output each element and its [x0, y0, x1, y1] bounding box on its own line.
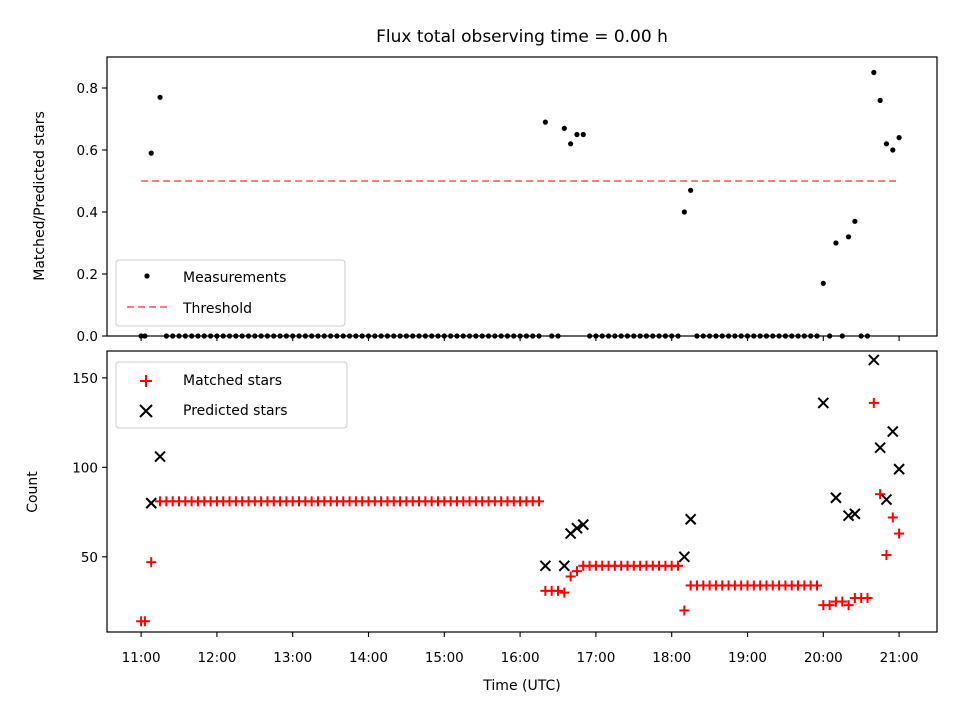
- measurement-point: [896, 135, 902, 141]
- matched-star-point: [881, 550, 892, 561]
- x-axis-label: Time (UTC): [482, 678, 560, 694]
- bottom-x-axis: 11:00 12:00 13:00 14:00 15:00 16:00 17:00 18:00…: [122, 632, 919, 666]
- matched-star-point: [843, 600, 854, 611]
- matched-star-point: [868, 397, 879, 408]
- top-y-tick-label: 0.6: [77, 143, 98, 159]
- top-panel: 0.00.20.40.60.8 Matched/Predicted stars …: [32, 56, 938, 345]
- x-tick-label-17-00: 17:00: [576, 650, 615, 666]
- x-tick-label-16-00: 16:00: [501, 650, 540, 666]
- measurement-point: [681, 209, 687, 215]
- matched-star-point: [673, 560, 684, 571]
- matched-star-point: [837, 596, 848, 607]
- predicted-star-point: [842, 509, 855, 522]
- legend-label-measurements: Measurements: [183, 270, 286, 286]
- matched-star-point: [894, 528, 905, 539]
- top-y-tick-label: 0.4: [77, 205, 98, 221]
- measurement-point: [890, 147, 896, 153]
- measurement-point: [561, 125, 567, 131]
- measurement-point: [833, 240, 839, 246]
- measurement-point: [820, 280, 826, 286]
- predicted-star-point: [571, 522, 583, 534]
- chart-title: Flux total observing time = 0.00 h: [376, 27, 668, 47]
- predicted-star-point: [830, 492, 842, 504]
- x-tick-label-20-00: 20:00: [804, 650, 843, 666]
- x-tick-label-19-00: 19:00: [728, 650, 767, 666]
- legend-label-threshold: Threshold: [182, 301, 252, 317]
- measurement-point: [871, 69, 877, 76]
- measurement-point: [574, 131, 580, 138]
- bottom-legend-box: [115, 361, 348, 429]
- bottom-plot-area: [136, 354, 905, 627]
- matched-star-point: [571, 566, 582, 577]
- measurement-point: [688, 187, 694, 193]
- x-tick-label-12-00: 12:00: [197, 650, 236, 666]
- predicted-star-point: [154, 450, 166, 463]
- matched-star-point: [146, 557, 157, 568]
- top-y-axis: 0.0 0.2 0.4 0.6 0.8: [77, 81, 107, 345]
- bottom-y-axis: 50 100 150: [72, 371, 107, 566]
- measurement-point: [157, 94, 163, 100]
- measurement-point: [845, 234, 852, 240]
- x-tick-label-21-00: 21:00: [880, 650, 919, 666]
- matched-star-point: [565, 571, 576, 582]
- predicted-star-point: [893, 463, 905, 475]
- legend-label-matched-stars: Matched stars: [183, 373, 282, 389]
- matched-star-point: [824, 600, 835, 611]
- predicted-star-point: [558, 560, 571, 572]
- measurement-point: [568, 141, 574, 147]
- predicted-star-point: [145, 497, 157, 509]
- matched-star-point: [811, 580, 822, 591]
- top-x-axis: [140, 336, 900, 341]
- top-legend-box: [115, 259, 346, 327]
- bottom-y-axis-label: Count: [25, 471, 41, 513]
- predicted-star-point: [817, 397, 830, 409]
- x-tick-label-14-00: 14:00: [349, 650, 388, 666]
- predicted-star-point: [874, 441, 886, 454]
- top-y-tick-label: 0.0: [77, 329, 98, 345]
- top-y-tick-label: 0.8: [77, 81, 98, 97]
- measurement-point: [852, 218, 858, 224]
- legend-marker-matched-stars: [140, 375, 152, 387]
- top-axes-frame: [106, 56, 938, 337]
- bottom-y-tick-label: 100: [72, 460, 98, 476]
- top-y-tick-label: 0.2: [77, 267, 98, 283]
- measurement-point: [542, 119, 548, 125]
- x-tick-label-18-00: 18:00: [652, 650, 691, 666]
- bottom-y-tick-label: 50: [81, 550, 98, 566]
- matched-star-point: [553, 585, 564, 596]
- x-tick-label-11-00: 11:00: [122, 650, 161, 666]
- legend-marker-predicted-stars: [139, 404, 153, 418]
- matched-star-point: [862, 592, 873, 603]
- measurement-point: [877, 97, 883, 103]
- predicted-star-point: [868, 354, 880, 366]
- predicted-star-point: [539, 560, 552, 572]
- top-legend: Measurements Threshold: [115, 259, 346, 327]
- matched-star-point: [559, 587, 570, 598]
- matched-star-point: [887, 512, 898, 523]
- predicted-star-point: [678, 551, 691, 563]
- x-tick-label-13-00: 13:00: [273, 650, 312, 666]
- bottom-legend: Matched stars Predicted stars: [115, 361, 348, 429]
- matched-star-point: [534, 496, 545, 507]
- top-y-axis-label: Matched/Predicted stars: [32, 111, 48, 281]
- predicted-star-point: [880, 493, 893, 506]
- bottom-axes-frame: [106, 350, 938, 633]
- bottom-y-tick-label: 150: [72, 371, 98, 387]
- matched-star-point: [875, 489, 886, 500]
- predicted-star-point: [684, 513, 697, 525]
- measurement-point: [148, 150, 154, 156]
- matched-star-point: [139, 616, 150, 627]
- x-tick-label-15-00: 15:00: [425, 650, 464, 666]
- predicted-star-point: [887, 425, 899, 438]
- measurement-point: [883, 141, 890, 147]
- matched-star-point: [679, 605, 690, 616]
- predicted-star-point: [577, 518, 589, 531]
- legend-marker-measurements: [144, 273, 150, 279]
- measurement-point: [580, 131, 586, 138]
- legend-label-predicted-stars: Predicted stars: [183, 403, 288, 419]
- predicted-star-point: [849, 508, 861, 520]
